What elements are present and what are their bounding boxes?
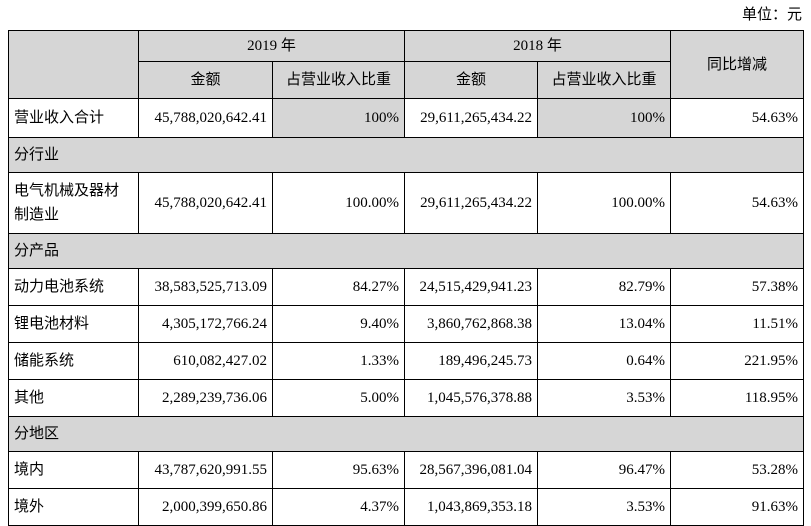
row-label: 储能系统 (8, 342, 139, 380)
row-label: 境内 (8, 451, 139, 489)
yoy-cell: 118.95% (670, 379, 805, 417)
year-2018-header: 2018 年 (404, 30, 672, 62)
amount-2018-cell: 29,611,265,434.22 (404, 98, 539, 138)
row-label: 电气机械及器材制造业 (8, 172, 139, 234)
ratio-2018-header: 占营业收入比重 (537, 61, 672, 99)
ratio-2018-cell: 3.53% (537, 379, 672, 417)
ratio-2019-cell: 95.63% (271, 451, 406, 489)
table-row-power-battery: 动力电池系统 38,583,525,713.09 84.27% 24,515,4… (8, 268, 805, 306)
section-label: 分行业 (7, 137, 805, 173)
yoy-cell: 57.38% (670, 268, 805, 306)
corner-empty-cell (8, 30, 139, 99)
amount-2019-cell: 43,787,620,991.55 (138, 451, 273, 489)
table-row-lithium-materials: 锂电池材料 4,305,172,766.24 9.40% 3,860,762,8… (8, 305, 805, 343)
row-label: 其他 (8, 379, 139, 417)
ratio-2018-cell: 100.00% (537, 172, 672, 234)
header-row-years: 2019 年 2018 年 同比增减 (8, 30, 805, 99)
yoy-cell: 53.28% (670, 451, 805, 489)
table-row-energy-storage: 储能系统 610,082,427.02 1.33% 189,496,245.73… (8, 342, 805, 380)
ratio-2019-cell: 100% (271, 98, 406, 138)
ratio-2019-cell: 5.00% (271, 379, 406, 417)
amount-2019-cell: 4,305,172,766.24 (138, 305, 273, 343)
amount-2018-cell: 1,045,576,378.88 (404, 379, 539, 417)
section-label: 分产品 (7, 233, 805, 269)
section-label: 分地区 (7, 416, 805, 452)
ratio-2019-cell: 9.40% (271, 305, 406, 343)
amount-2019-cell: 45,788,020,642.41 (138, 172, 273, 234)
amount-2018-cell: 29,611,265,434.22 (404, 172, 539, 234)
amount-2019-cell: 2,289,239,736.06 (138, 379, 273, 417)
table-row-domestic: 境内 43,787,620,991.55 95.63% 28,567,396,0… (8, 451, 805, 489)
yoy-cell: 11.51% (670, 305, 805, 343)
row-label: 营业收入合计 (8, 98, 139, 138)
yoy-cell: 91.63% (670, 488, 805, 526)
unit-label: 单位：元 (741, 7, 802, 23)
yoy-cell: 54.63% (670, 172, 805, 234)
ratio-2019-cell: 100.00% (271, 172, 406, 234)
amount-2018-cell: 24,515,429,941.23 (404, 268, 539, 306)
section-row-by-product: 分产品 (7, 233, 805, 269)
ratio-2018-cell: 3.53% (537, 488, 672, 526)
table-row-electrical-machinery: 电气机械及器材制造业 45,788,020,642.41 100.00% 29,… (8, 172, 805, 234)
amount-2018-cell: 1,043,869,353.18 (404, 488, 539, 526)
yoy-cell: 54.63% (670, 98, 805, 138)
ratio-2018-cell: 96.47% (537, 451, 672, 489)
ratio-2018-cell: 0.64% (537, 342, 672, 380)
amount-2019-header: 金额 (138, 61, 273, 99)
table-row-total-revenue: 营业收入合计 45,788,020,642.41 100% 29,611,265… (8, 98, 805, 138)
amount-2018-cell: 28,567,396,081.04 (404, 451, 539, 489)
yoy-header: 同比增减 (670, 30, 805, 99)
amount-2018-cell: 189,496,245.73 (404, 342, 539, 380)
amount-2019-cell: 610,082,427.02 (138, 342, 273, 380)
ratio-2018-cell: 13.04% (537, 305, 672, 343)
row-label: 动力电池系统 (8, 268, 139, 306)
amount-2019-cell: 38,583,525,713.09 (138, 268, 273, 306)
amount-2018-cell: 3,860,762,868.38 (404, 305, 539, 343)
ratio-2019-cell: 1.33% (271, 342, 406, 380)
amount-2019-cell: 45,788,020,642.41 (138, 98, 273, 138)
year-2019-header: 2019 年 (137, 30, 406, 62)
section-row-by-region: 分地区 (7, 416, 805, 452)
row-label: 锂电池材料 (8, 305, 139, 343)
header-row-metrics: 金额 占营业收入比重 金额 占营业收入比重 (9, 61, 804, 99)
ratio-2018-cell: 82.79% (537, 268, 672, 306)
ratio-2019-header: 占营业收入比重 (271, 61, 406, 99)
yoy-cell: 221.95% (670, 342, 805, 380)
ratio-2019-cell: 84.27% (271, 268, 406, 306)
ratio-2019-cell: 4.37% (271, 488, 406, 526)
revenue-breakdown-table: 2019 年 2018 年 同比增减 金额 占营业收入比重 金额 占营业收入比重… (7, 30, 805, 526)
ratio-2018-cell: 100% (537, 98, 672, 138)
section-row-by-industry: 分行业 (7, 137, 805, 173)
row-label: 境外 (8, 488, 139, 526)
table-row-other: 其他 2,289,239,736.06 5.00% 1,045,576,378.… (8, 379, 805, 417)
amount-2018-header: 金额 (404, 61, 539, 99)
financial-report-page: { "unit_label": "单位：元", "table": { "head… (7, 7, 805, 526)
amount-2019-cell: 2,000,399,650.86 (138, 488, 273, 526)
table-row-overseas: 境外 2,000,399,650.86 4.37% 1,043,869,353.… (8, 488, 805, 526)
